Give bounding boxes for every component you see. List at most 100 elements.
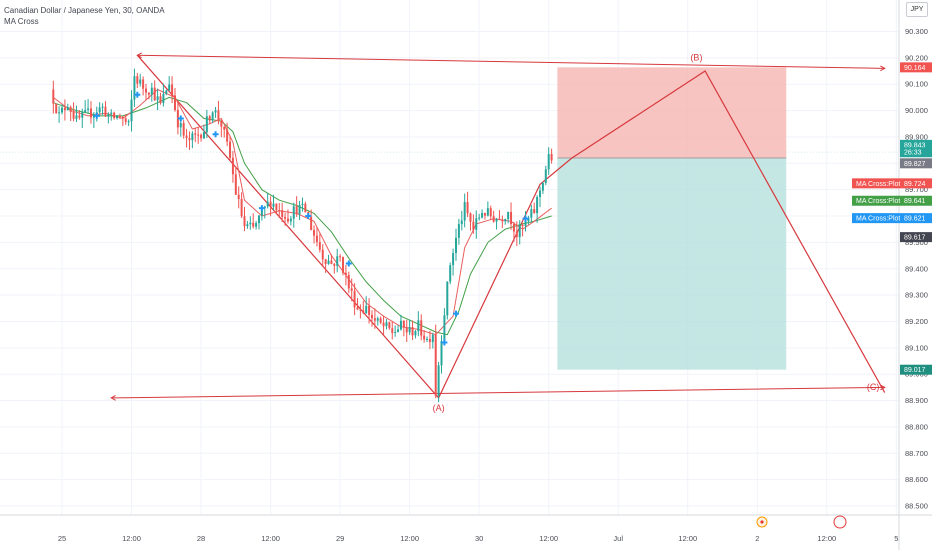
candle-body [58, 112, 61, 114]
economic-event-icon[interactable] [833, 515, 847, 529]
price-tick-label: 88.900 [905, 396, 928, 405]
cross-marker-icon [345, 260, 352, 267]
candle-body [156, 96, 159, 101]
abc-zigzag-line [136, 54, 886, 399]
price-tick-label: 88.500 [905, 502, 928, 511]
candle-body [504, 219, 507, 222]
candle-body [205, 116, 208, 133]
candle-body [272, 203, 275, 207]
candle-body [350, 288, 353, 291]
time-tick-label: 29 [336, 534, 344, 543]
candle-body [550, 153, 553, 161]
candle-body [113, 112, 116, 119]
symbol-title[interactable]: Canadian Dollar / Japanese Yen, 30, OAND… [4, 6, 165, 15]
candle-body [368, 305, 371, 315]
candle-body [98, 107, 101, 113]
time-axis[interactable]: 25 12:00 28 12:00 29 12:00 30 12:00 Jul 12:00 2 12:… [0, 514, 932, 543]
candle-body [449, 265, 452, 282]
indicator-tag-label [852, 195, 900, 206]
candle-body [278, 210, 281, 212]
cross-markers [93, 91, 529, 346]
currency-badge[interactable]: JPY [906, 2, 928, 17]
candle-body [159, 96, 162, 104]
candle-body [324, 259, 327, 264]
price-tick-label: 90.200 [905, 53, 928, 62]
candle-body [75, 115, 78, 119]
price-tag-label: 90.164 [904, 65, 926, 72]
cross-marker-icon [93, 112, 100, 119]
candle-body [533, 209, 536, 214]
candle-body [153, 87, 156, 101]
candle-body [171, 84, 174, 96]
candle-body [353, 290, 356, 308]
candle-body [301, 203, 304, 206]
candle-body [162, 93, 165, 104]
price-tag-box [900, 147, 932, 158]
price-tag-box [900, 364, 932, 375]
candle-body [347, 275, 350, 289]
candle-body [437, 365, 440, 396]
candle-body [321, 249, 324, 260]
candle-body [84, 109, 87, 113]
candle-body [257, 215, 260, 224]
candle-body [486, 208, 489, 216]
candle-body [284, 217, 287, 219]
candle-body [214, 110, 217, 113]
candle-body [197, 134, 200, 136]
candle-body [515, 231, 518, 238]
candle-body [339, 256, 342, 258]
candle-body [89, 108, 92, 118]
candle-body [226, 129, 229, 142]
candle-body [492, 216, 495, 222]
candle-body [243, 216, 246, 227]
candle-body [173, 95, 176, 111]
candle-body [518, 224, 521, 238]
candle-body [388, 322, 391, 329]
candle-body [185, 135, 188, 139]
pattern-point-label: (A) [433, 403, 445, 413]
candle-body [466, 202, 469, 214]
candle-body [127, 121, 130, 123]
price-tag-label: 26:33 [904, 150, 922, 157]
time-tick-label: 12:00 [261, 534, 280, 543]
price-tick-label: 89.500 [905, 238, 928, 247]
price-tag-box [900, 232, 932, 243]
candle-body [133, 76, 136, 100]
price-tick-label: 89.900 [905, 132, 928, 141]
price-tick-label: 90.300 [905, 27, 928, 36]
chart-legend: Canadian Dollar / Japanese Yen, 30, OAND… [4, 5, 165, 27]
candle-body [298, 205, 301, 215]
candle-body [431, 334, 434, 343]
candle-body [275, 203, 278, 211]
candle-body [295, 206, 298, 215]
indicator-title[interactable]: MA Cross [4, 17, 39, 26]
candle-body [359, 309, 362, 311]
candle-body [61, 107, 63, 113]
candle-body [379, 318, 382, 323]
price-tag-box [900, 139, 932, 150]
candle-body [223, 126, 226, 130]
candle-body [397, 329, 400, 332]
candle-body [342, 257, 345, 273]
cross-marker-icon [452, 310, 459, 317]
candle-body [443, 315, 446, 342]
indicator-tag-name: MA Cross:Plot [856, 181, 900, 188]
candle-body [370, 314, 373, 319]
time-tick-label: 12:00 [122, 534, 141, 543]
candle-body [510, 212, 513, 225]
candle-body [116, 116, 119, 119]
cross-marker-icon [134, 91, 141, 98]
pattern-point-label: (B) [690, 52, 702, 62]
time-tick-label: 25 [58, 534, 66, 543]
candle-body [208, 116, 211, 121]
bottom-icons[interactable] [756, 515, 847, 529]
candle-body [426, 338, 429, 340]
candle-body [498, 218, 501, 220]
abc-pattern[interactable]: (B) (A) (C) [110, 52, 886, 413]
candle-body [428, 338, 431, 343]
candle-body [318, 242, 321, 250]
time-tick-label: 28 [197, 534, 205, 543]
candle-body [142, 79, 145, 89]
